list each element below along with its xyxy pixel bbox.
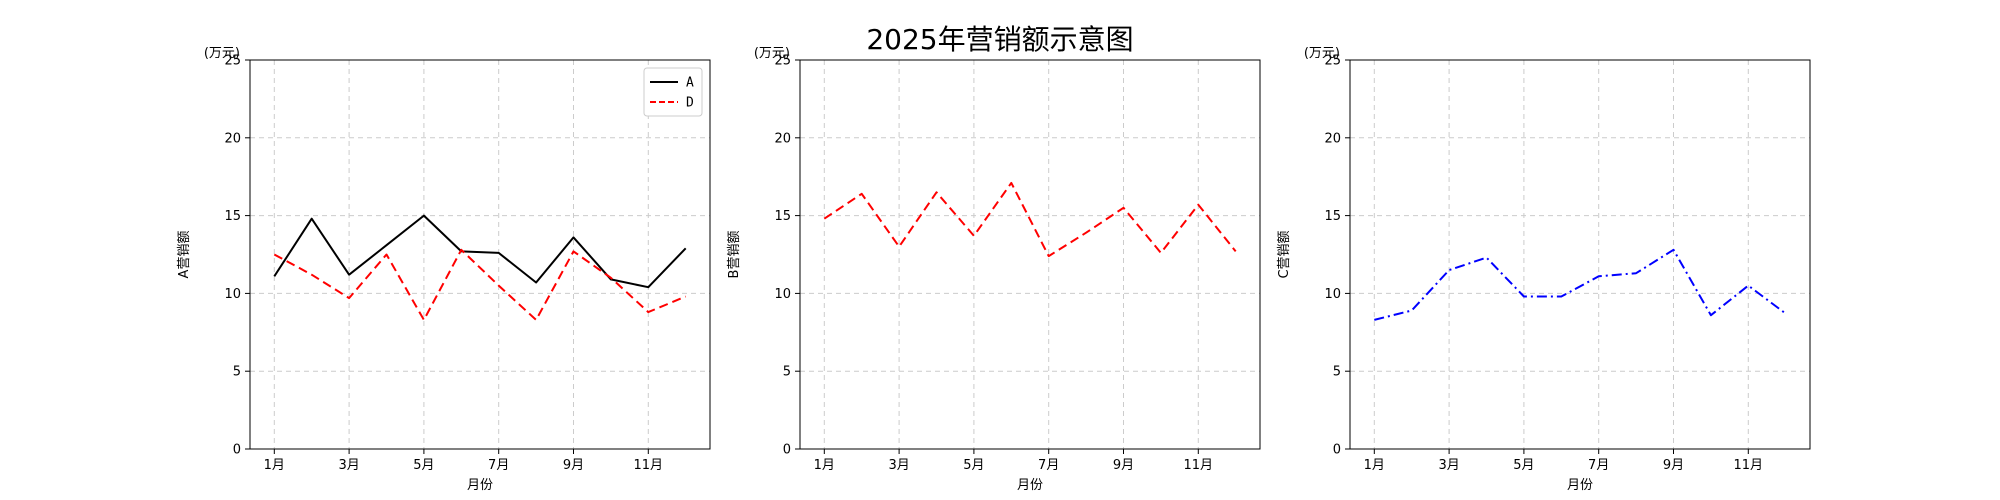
y-tick-label: 10 (224, 287, 241, 302)
x-tick-label: 5月 (413, 458, 434, 473)
unit-label: (万元) (204, 46, 240, 61)
y-tick-label: 5 (783, 365, 791, 380)
y-tick-label: 25 (224, 54, 241, 69)
y-tick-label: 0 (1333, 443, 1341, 458)
y-tick-label: 10 (1324, 287, 1341, 302)
plot-frame (249, 59, 711, 450)
y-tick-label: 20 (1324, 131, 1341, 146)
chart-title: 2025年营销额示意图 (866, 23, 1134, 56)
y-tick-label: 0 (233, 443, 241, 458)
x-axis-label: 月份 (1017, 478, 1043, 493)
x-tick-label: 9月 (1113, 458, 1134, 473)
legend-label: D (686, 96, 694, 111)
x-tick-label: 11月 (1734, 458, 1764, 473)
x-tick-label: 7月 (1588, 458, 1609, 473)
x-tick-label: 1月 (264, 458, 285, 473)
y-tick-label: 20 (774, 131, 791, 146)
y-tick-label: 25 (1324, 54, 1341, 69)
x-tick-label: 5月 (963, 458, 984, 473)
y-axis-label: B营销额 (727, 231, 742, 279)
x-tick-label: 1月 (814, 458, 835, 473)
plot-frame (1349, 59, 1811, 450)
series-line-A (273, 214, 687, 289)
y-tick-label: 15 (224, 209, 241, 224)
x-tick-label: 9月 (1663, 458, 1684, 473)
y-axis-label: C营销额 (1277, 230, 1292, 278)
x-tick-label: 3月 (338, 458, 359, 473)
series-line-2 (823, 181, 1237, 258)
x-tick-label: 5月 (1513, 458, 1534, 473)
legend-box (643, 67, 703, 117)
subplot-1: 0 5 10 15 20 25 1月 3月 5月 7月 9月 11月 (万元) 月份 A营销额 AD (177, 46, 711, 493)
y-tick-label: 10 (774, 287, 791, 302)
y-tick-label: 5 (233, 365, 241, 380)
y-tick-label: 15 (1324, 209, 1341, 224)
x-tick-label: 1月 (1364, 458, 1385, 473)
x-tick-label: 7月 (1038, 458, 1059, 473)
y-tick-label: 20 (224, 131, 241, 146)
unit-label: (万元) (754, 46, 790, 61)
x-tick-label: 11月 (1184, 458, 1214, 473)
y-axis-label: A营销额 (177, 231, 192, 279)
series-line-3 (1374, 248, 1787, 321)
y-tick-label: 5 (1333, 365, 1341, 380)
subplot-2: 0 5 10 15 20 25 1月 3月 5月 7月 9月 11月 (万元) 月份 B营销额 (727, 46, 1261, 493)
x-tick-label: 3月 (888, 458, 909, 473)
x-axis-label: 月份 (1567, 478, 1593, 493)
legend-label: A (686, 76, 694, 91)
y-tick-label: 0 (783, 443, 791, 458)
x-tick-label: 11月 (634, 458, 664, 473)
x-tick-label: 3月 (1438, 458, 1459, 473)
plot-frame (799, 59, 1261, 450)
unit-label: (万元) (1304, 46, 1340, 61)
x-tick-label: 9月 (563, 458, 584, 473)
x-axis-label: 月份 (467, 478, 493, 493)
x-tick-label: 7月 (488, 458, 509, 473)
subplot-3: 0 5 10 15 20 25 1月 3月 5月 7月 9月 11月 (万元) 月份 C营销额 (1277, 46, 1811, 493)
series-line-D (273, 248, 687, 321)
y-tick-label: 15 (774, 209, 791, 224)
legend: AD (643, 67, 703, 117)
y-tick-label: 25 (774, 54, 791, 69)
